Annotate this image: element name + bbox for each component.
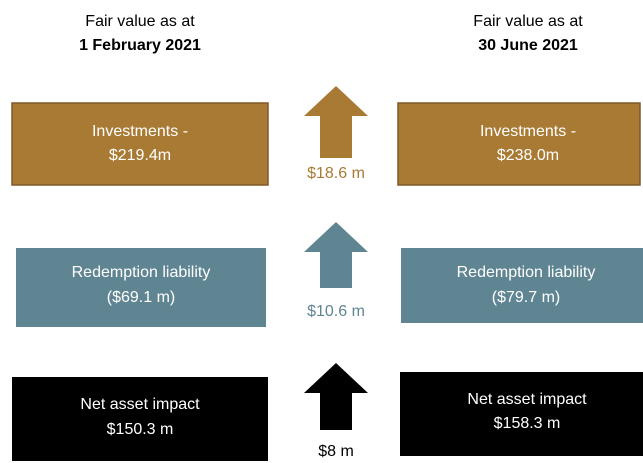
net-asset-right-line1: Net asset impact xyxy=(467,391,587,408)
header-left-line1: Fair value as at xyxy=(85,13,195,30)
net-asset-right-box xyxy=(400,372,643,456)
header-right-line2: 30 June 2021 xyxy=(478,37,578,54)
investments-left-line1: Investments - xyxy=(92,123,188,140)
net-asset-left-box xyxy=(12,377,268,461)
investments-right-line1: Investments - xyxy=(480,123,576,140)
investments-change: $18.6 m xyxy=(307,165,365,182)
net-asset-left-line2: $150.3 m xyxy=(107,421,174,438)
redemption-left-line1: Redemption liability xyxy=(72,264,211,281)
redemption-change: $10.6 m xyxy=(307,303,365,320)
arrow-up xyxy=(304,363,368,430)
header-left-line2: 1 February 2021 xyxy=(79,37,201,54)
redemption-left-line2: ($69.1 m) xyxy=(107,289,175,306)
header-right-line1: Fair value as at xyxy=(473,13,583,30)
investments-right-box xyxy=(397,102,641,186)
investments-right-line2: $238.0m xyxy=(497,147,559,164)
redemption-right-box xyxy=(401,248,643,323)
arrow-up xyxy=(304,222,368,288)
redemption-left-box xyxy=(16,248,266,327)
investments-left-box xyxy=(11,102,269,186)
investments-left-line2: $219.4m xyxy=(109,147,171,164)
arrow-up xyxy=(304,86,368,158)
net-asset-left-line1: Net asset impact xyxy=(80,396,200,413)
redemption-right-line2: ($79.7 m) xyxy=(492,289,560,306)
net-asset-right-line2: $158.3 m xyxy=(494,415,561,432)
net-asset-change: $8 m xyxy=(318,443,354,460)
redemption-right-line1: Redemption liability xyxy=(457,264,596,281)
